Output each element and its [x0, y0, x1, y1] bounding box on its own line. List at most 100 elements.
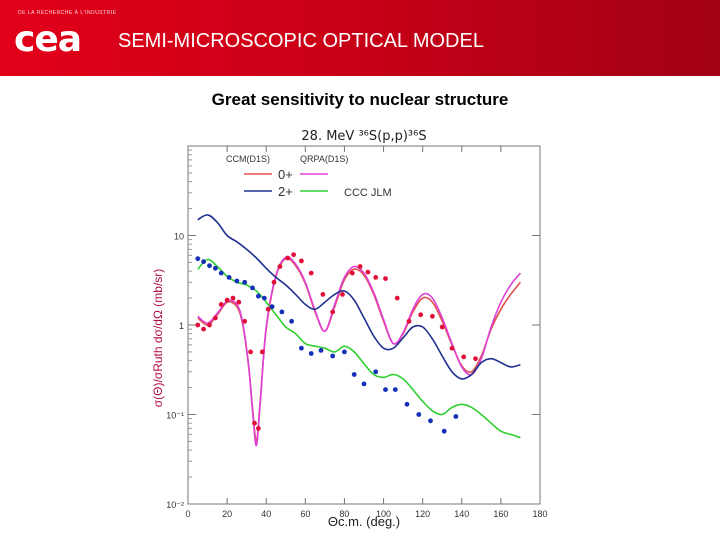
data-point	[242, 279, 248, 285]
data-point	[265, 306, 271, 312]
data-point	[256, 426, 261, 431]
data-point	[250, 285, 255, 291]
data-point	[318, 348, 324, 353]
data-point	[269, 304, 275, 310]
data-point	[449, 345, 455, 351]
legend: CCM(D1S) QRPA(D1S) 0+ 2+ CCC JLM	[226, 154, 392, 199]
data-point	[349, 270, 355, 276]
data-point	[473, 356, 478, 362]
data-point	[259, 349, 265, 355]
chart-title: 28. MeV ³⁶S(p,p)³⁶S	[301, 129, 426, 144]
data-point	[299, 258, 304, 264]
data-point	[392, 387, 398, 392]
logo-text: cea	[14, 19, 82, 60]
data-point	[351, 372, 357, 377]
x-tick-label: 160	[493, 509, 508, 519]
x-tick-label: 100	[376, 509, 391, 519]
y-tick-label: 1	[179, 321, 184, 331]
data-point	[226, 275, 232, 280]
slide-title: SEMI-MICROSCOPIC OPTICAL MODEL	[118, 30, 484, 52]
logo-tagline: DE LA RECHERCHE À L'INDUSTRIE	[18, 10, 117, 16]
data-point	[218, 302, 224, 307]
series-line-2	[197, 214, 521, 380]
data-point	[271, 279, 277, 285]
y-tick-label: 10⁻²	[166, 500, 184, 510]
series-line-1	[197, 256, 522, 447]
data-point	[330, 353, 336, 359]
data-point	[195, 322, 201, 328]
data-point	[230, 295, 236, 301]
cross-section-chart: 0 20 40 60 80 100 120 140 160 180 10 1 10⁻¹ 10⁻² CCM(…	[151, 129, 548, 529]
data-point	[201, 326, 206, 332]
x-tick-label: 40	[261, 509, 271, 519]
data-point	[236, 299, 242, 305]
x-tick-label: 20	[222, 509, 232, 519]
x-tick-label: 80	[339, 509, 349, 519]
data-point	[242, 318, 248, 324]
data-point	[308, 270, 314, 276]
data-point	[340, 292, 345, 297]
data-point	[224, 297, 230, 303]
legend-header-left: CCM(D1S)	[226, 154, 270, 164]
data-point	[207, 322, 212, 328]
data-point	[428, 418, 433, 424]
x-tick-label: 180	[532, 509, 547, 519]
x-tick-label: 140	[454, 509, 469, 519]
plot-frame	[187, 145, 541, 505]
data-point	[201, 259, 206, 265]
data-point	[299, 345, 304, 351]
data-point	[461, 354, 467, 360]
data-point	[213, 265, 218, 271]
curves	[197, 214, 522, 447]
y-tick-label: 10	[174, 232, 184, 242]
data-point	[289, 318, 294, 324]
data-point	[320, 292, 326, 297]
data-point	[234, 278, 240, 284]
data-point	[394, 295, 400, 301]
legend-label-0plus: 0+	[278, 167, 293, 182]
y-tick-label: 10⁻¹	[166, 411, 184, 421]
x-tick-label: 60	[300, 509, 310, 519]
data-point	[291, 252, 296, 258]
data-point	[195, 256, 201, 262]
data-point	[218, 270, 224, 276]
data-point	[285, 255, 291, 261]
data-point	[373, 369, 379, 375]
data-point	[357, 264, 363, 269]
data-point	[342, 349, 347, 355]
data-point	[361, 381, 367, 387]
axis-ticks: 0 20 40 60 80 100 120 140 160 180 10 1 10⁻¹ 10⁻²	[166, 146, 548, 519]
legend-header-right: QRPA(D1S)	[300, 154, 348, 164]
x-tick-label: 0	[185, 509, 190, 519]
y-axis-label: σ(Θ)/σRuth dσ/dΩ (mb/sr)	[151, 269, 165, 408]
header-bar: DE LA RECHERCHE À L'INDUSTRIE cea SEMI-M…	[0, 0, 720, 76]
legend-label-ccc-jlm: CCC JLM	[344, 187, 392, 199]
data-point	[248, 349, 253, 355]
data-point	[406, 318, 412, 324]
data-point	[213, 315, 218, 321]
data-point	[330, 309, 336, 315]
data-point	[256, 293, 261, 299]
data-point	[261, 295, 267, 301]
data-point	[373, 275, 379, 280]
data-point	[418, 312, 424, 318]
data-point	[441, 428, 447, 434]
data-point	[277, 264, 283, 269]
x-tick-label: 120	[415, 509, 430, 519]
x-axis-label: Θc.m. (deg.)	[328, 514, 400, 529]
cea-logo: DE LA RECHERCHE À L'INDUSTRIE cea	[14, 10, 116, 66]
data-point	[308, 351, 314, 356]
data-point	[416, 412, 422, 417]
data-point	[383, 387, 388, 392]
data-point	[383, 276, 388, 281]
data-point	[430, 313, 435, 319]
data-point	[365, 269, 371, 275]
data-point	[439, 324, 445, 330]
legend-label-2plus: 2+	[278, 184, 293, 199]
data-point	[207, 263, 212, 269]
data-markers	[195, 252, 478, 434]
data-point	[404, 401, 410, 407]
slide-subtitle: Great sensitivity to nuclear structure	[211, 90, 509, 109]
data-point	[252, 420, 257, 426]
data-point	[279, 309, 285, 315]
